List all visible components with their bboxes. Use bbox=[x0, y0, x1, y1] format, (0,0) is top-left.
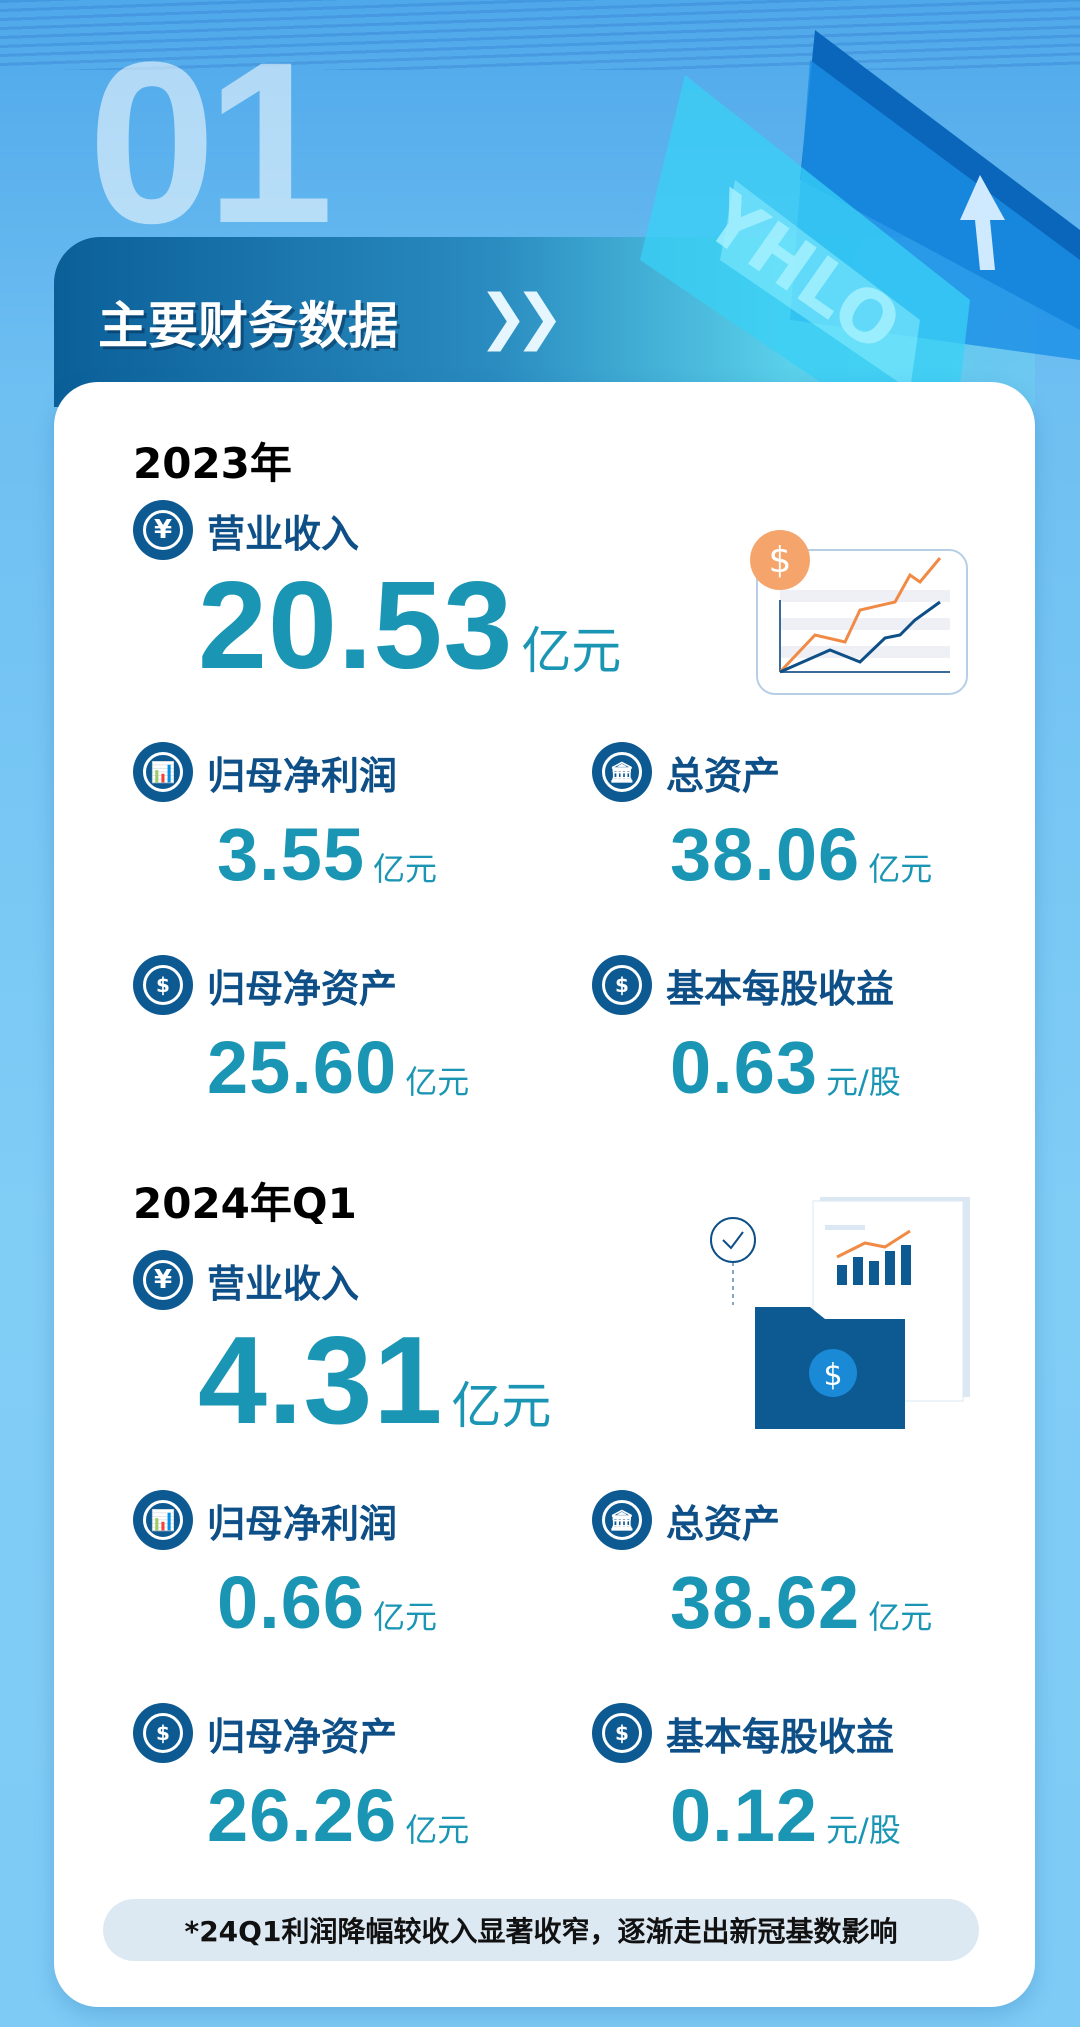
metric-label-row: 📊 归母净利润 bbox=[133, 742, 397, 802]
folder-report-illustration: $ bbox=[710, 1197, 970, 1429]
metric-label: 归母净利润 bbox=[207, 1501, 398, 1546]
gear-dollar-icon: $ bbox=[133, 1703, 193, 1763]
metric-value: 38.62 亿元 bbox=[670, 1561, 933, 1644]
bank-icon: 🏛 bbox=[592, 1490, 652, 1550]
metric-value: 26.26 亿元 bbox=[207, 1774, 470, 1857]
metric-value: 0.63 元/股 bbox=[670, 1026, 901, 1109]
footnote: *24Q1利润降幅较收入显著收窄，逐渐走出新冠基数影响 bbox=[103, 1899, 979, 1961]
metric-value: 0.66 亿元 bbox=[217, 1561, 438, 1644]
hand-coin-icon: $ bbox=[592, 1703, 652, 1763]
hand-coin-icon: $ bbox=[592, 955, 652, 1015]
revenue-value: 20.53 亿元 bbox=[198, 557, 622, 695]
section-year: 2023年 bbox=[133, 439, 292, 488]
metric-label: 归母净资产 bbox=[207, 1714, 398, 1759]
bar-chart-icon: 📊 bbox=[133, 1490, 193, 1550]
metric-label: 总资产 bbox=[666, 753, 781, 798]
metric-label: 归母净利润 bbox=[207, 753, 398, 798]
metric-label-row: $ 归母净资产 bbox=[133, 955, 397, 1015]
yen-icon: ¥ bbox=[133, 1250, 193, 1310]
revenue-label: 营业收入 bbox=[207, 1261, 360, 1306]
dollar-icon: $ bbox=[823, 1358, 842, 1393]
bar-chart-icon: 📊 bbox=[133, 742, 193, 802]
bank-icon: 🏛 bbox=[592, 742, 652, 802]
yen-icon: ¥ bbox=[133, 500, 193, 560]
metric-label-row: 📊 归母净利润 bbox=[133, 1490, 397, 1550]
metric-label-row: 🏛 总资产 bbox=[592, 742, 780, 802]
metric-label: 基本每股收益 bbox=[666, 966, 895, 1011]
metric-label-row: $ 基本每股收益 bbox=[592, 955, 894, 1015]
metric-label-row: 🏛 总资产 bbox=[592, 1490, 780, 1550]
gear-dollar-icon: $ bbox=[133, 955, 193, 1015]
section-year: 2024年Q1 bbox=[133, 1179, 357, 1228]
metric-label-row: $ 基本每股收益 bbox=[592, 1703, 894, 1763]
metric-value: 38.06 亿元 bbox=[670, 813, 933, 896]
chevron-right-icon: ❯❯ bbox=[478, 282, 564, 352]
metric-value: 3.55 亿元 bbox=[217, 813, 438, 896]
metric-label: 归母净资产 bbox=[207, 966, 398, 1011]
revenue-label: 营业收入 bbox=[207, 511, 360, 556]
monitor-illustration: YHLO bbox=[640, 30, 1080, 470]
growth-chart-illustration: $ bbox=[750, 530, 968, 695]
revenue-label-row: ¥ 营业收入 bbox=[133, 1250, 359, 1310]
background-stripes bbox=[0, 0, 1080, 70]
revenue-value: 4.31 亿元 bbox=[198, 1312, 552, 1450]
page-title: 主要财务数据 bbox=[98, 297, 398, 355]
metric-label: 总资产 bbox=[666, 1501, 781, 1546]
metric-label-row: $ 归母净资产 bbox=[133, 1703, 397, 1763]
dollar-icon: $ bbox=[769, 540, 792, 581]
metric-label: 基本每股收益 bbox=[666, 1714, 895, 1759]
section-number-watermark: 01 bbox=[88, 14, 334, 271]
revenue-label-row: ¥ 营业收入 bbox=[133, 500, 359, 560]
metric-value: 0.12 元/股 bbox=[670, 1774, 901, 1857]
metric-value: 25.60 亿元 bbox=[207, 1026, 470, 1109]
